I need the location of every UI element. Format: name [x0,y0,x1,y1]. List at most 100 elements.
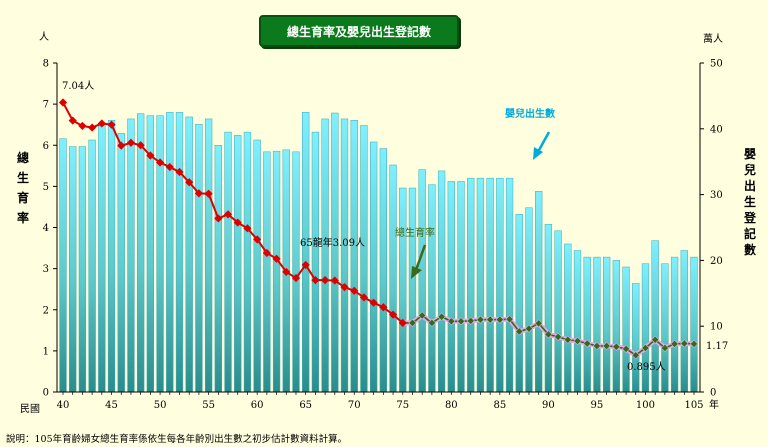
x-tick-label: 90 [542,400,555,411]
tfr-point [117,141,126,150]
bar-births [467,177,475,393]
bar-births [457,181,465,393]
left-tick-label: 7 [43,100,49,111]
bar-births [573,250,582,393]
tfr-point [214,214,223,223]
annotation-peak65: 65龍年3.09人 [300,236,365,249]
bar-births [476,177,485,393]
tfr-point [311,276,320,285]
bar-births [302,112,310,393]
left-tick-label: 3 [43,264,49,275]
left-axis-unit: 人 [39,31,49,43]
tfr-point [573,336,582,346]
bar-births [389,164,397,393]
bar-births [98,125,106,393]
tfr-point [651,335,660,344]
tfr-point [505,315,514,324]
bar-births [690,256,698,393]
right-tick-label: 10 [710,322,723,333]
bar-births [535,191,543,393]
x-tick-label: 85 [493,400,506,411]
bar-births [88,139,96,393]
tfr-point [136,141,145,150]
bar-births [195,123,203,393]
right-tick-label: 0 [710,388,716,399]
tfr-point [447,317,456,326]
tfr-point [330,276,339,285]
tfr-point [155,158,165,167]
tfr-point [466,316,475,325]
tfr-point [272,254,281,263]
tfr-point [233,218,242,227]
tfr-point [194,189,204,198]
tfr-point [204,189,213,198]
bar-births [292,151,300,393]
tfr-point [253,235,262,244]
bar-births [544,223,553,393]
bar-births [564,243,572,393]
tfr-point [660,343,669,353]
bar-births [486,177,494,393]
bar-births [224,131,232,393]
x-tick-label: 45 [105,400,118,411]
tfr-point [524,324,534,333]
x-tick-label: 75 [396,400,409,411]
bar-births [59,138,67,393]
tfr-point [291,273,301,283]
bar-births [505,177,514,393]
right-tick-label: 40 [710,124,723,135]
right-axis-label-char: 嬰 [744,147,756,161]
left-tick-label: 4 [43,223,49,234]
bar-births [496,177,504,393]
tfr-point [621,344,631,353]
bar-births [185,116,193,393]
tfr-point [437,312,446,321]
bar-births [311,131,320,393]
x-tick-label: 40 [57,400,70,411]
annotation-births-label: 嬰兒出生數 [505,107,555,120]
tfr-point [165,162,174,172]
tfr-point [495,315,504,324]
x-axis-prefix: 民國 [20,403,40,415]
bar-births [69,146,77,393]
tfr-point [612,342,621,351]
right-axis-label-char: 生 [744,194,756,209]
bar-births [272,150,281,393]
chart-title: 總生育率及嬰兒出生登記數 [259,15,459,47]
x-tick-label: 80 [445,400,458,411]
bar-births [515,214,523,393]
bar-births [369,141,378,393]
bar-births [234,135,242,393]
bar-births [379,148,388,393]
right-axis-label-char: 數 [744,242,756,257]
bar-births [321,118,329,393]
tfr-point [592,341,602,351]
left-axis-label-char: 生 [17,170,29,185]
right-axis-label-char: 出 [744,178,756,193]
tfr-point [641,343,650,353]
tfr-point [398,318,407,328]
bar-births [593,256,601,393]
x-tick-label: 70 [348,400,361,411]
x-tick-label: 60 [251,400,264,411]
tfr-point [427,318,436,328]
bar-births [253,139,261,393]
bar-births [175,112,184,393]
left-tick-label: 5 [43,182,49,193]
bar-births [437,170,446,393]
bar-births [360,125,368,393]
annotation-min-value: 0.895人 [627,361,666,373]
tfr-point [350,286,359,295]
bar-births [554,230,562,393]
bar-births [428,184,436,393]
right-axis-label-char: 記 [744,226,756,241]
bar-births [583,256,591,393]
bar-births [408,187,417,393]
x-tick-label: 65 [299,400,312,411]
left-tick-label: 6 [43,141,49,152]
annotation-first-value: 7.04人 [62,80,94,92]
bar-births [156,115,164,393]
tfr-point [408,318,417,328]
bar-births [263,151,271,393]
